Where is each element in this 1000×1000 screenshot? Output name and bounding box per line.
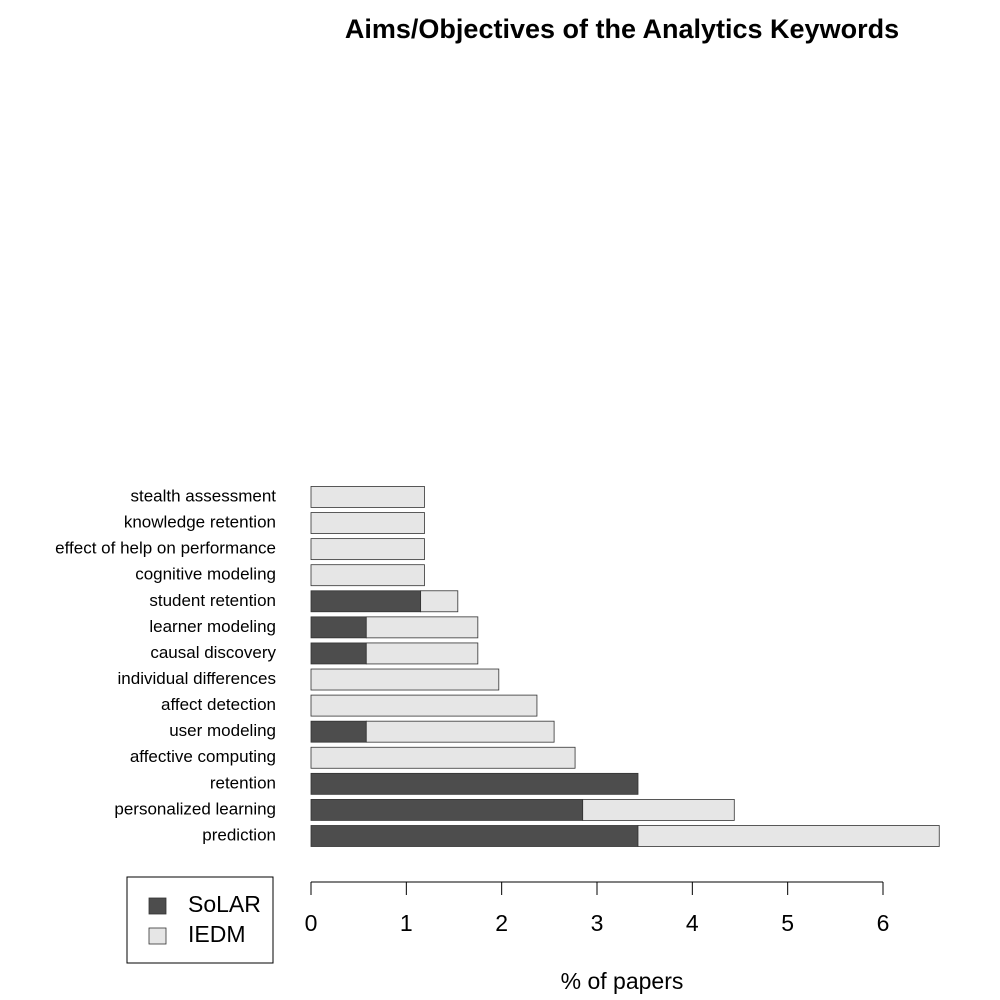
y-tick-label: knowledge retention <box>124 513 276 532</box>
y-tick-label: affect detection <box>161 695 276 714</box>
legend-box <box>126 876 274 964</box>
bar-segment <box>310 799 584 821</box>
bar-segment <box>365 720 555 743</box>
bar-segment <box>310 512 425 534</box>
bar-segment <box>310 486 425 508</box>
x-tick-label: 5 <box>781 910 794 936</box>
bar-segment <box>310 538 425 561</box>
x-tick-label: 2 <box>495 910 508 936</box>
y-tick-label: cognitive modeling <box>135 565 276 584</box>
bar-segment <box>310 590 422 613</box>
legend-swatch <box>148 927 167 945</box>
bar-segment <box>310 564 425 587</box>
y-tick-label: retention <box>210 773 276 792</box>
bar-segment <box>310 772 639 795</box>
bar-segment <box>310 616 367 639</box>
chart-title: Aims/Objectives of the Analytics Keyword… <box>345 14 899 44</box>
bar-segment <box>310 825 639 847</box>
legend-swatch <box>148 897 167 915</box>
bar-segment <box>365 642 479 665</box>
y-tick-label: learner modeling <box>149 617 276 636</box>
bar-segment <box>637 825 940 847</box>
legend-label: IEDM <box>188 921 246 947</box>
bar-segment <box>310 746 576 769</box>
bar-segment <box>310 668 500 691</box>
bar-segment <box>365 616 479 639</box>
bar-segment <box>310 694 538 717</box>
y-tick-label: stealth assessment <box>130 486 276 505</box>
legend-label: SoLAR <box>188 891 261 917</box>
y-tick-label: effect of help on performance <box>55 539 276 558</box>
y-tick-label: prediction <box>202 825 276 844</box>
bar-segment <box>310 720 367 743</box>
y-tick-label: affective computing <box>130 747 276 766</box>
bar-segment <box>582 799 735 821</box>
x-tick-label: 0 <box>305 910 318 936</box>
y-tick-label: individual differences <box>118 669 276 688</box>
x-tick-label: 4 <box>686 910 699 936</box>
y-tick-label: causal discovery <box>150 643 276 662</box>
bar-segment <box>420 590 459 613</box>
x-axis-label: % of papers <box>561 968 684 994</box>
x-tick-label: 3 <box>591 910 604 936</box>
y-tick-label: personalized learning <box>114 799 276 818</box>
bar-segment <box>310 642 367 665</box>
y-tick-label: user modeling <box>169 721 276 740</box>
x-tick-label: 1 <box>400 910 413 936</box>
y-tick-label: student retention <box>149 591 276 610</box>
x-tick-label: 6 <box>877 910 890 936</box>
